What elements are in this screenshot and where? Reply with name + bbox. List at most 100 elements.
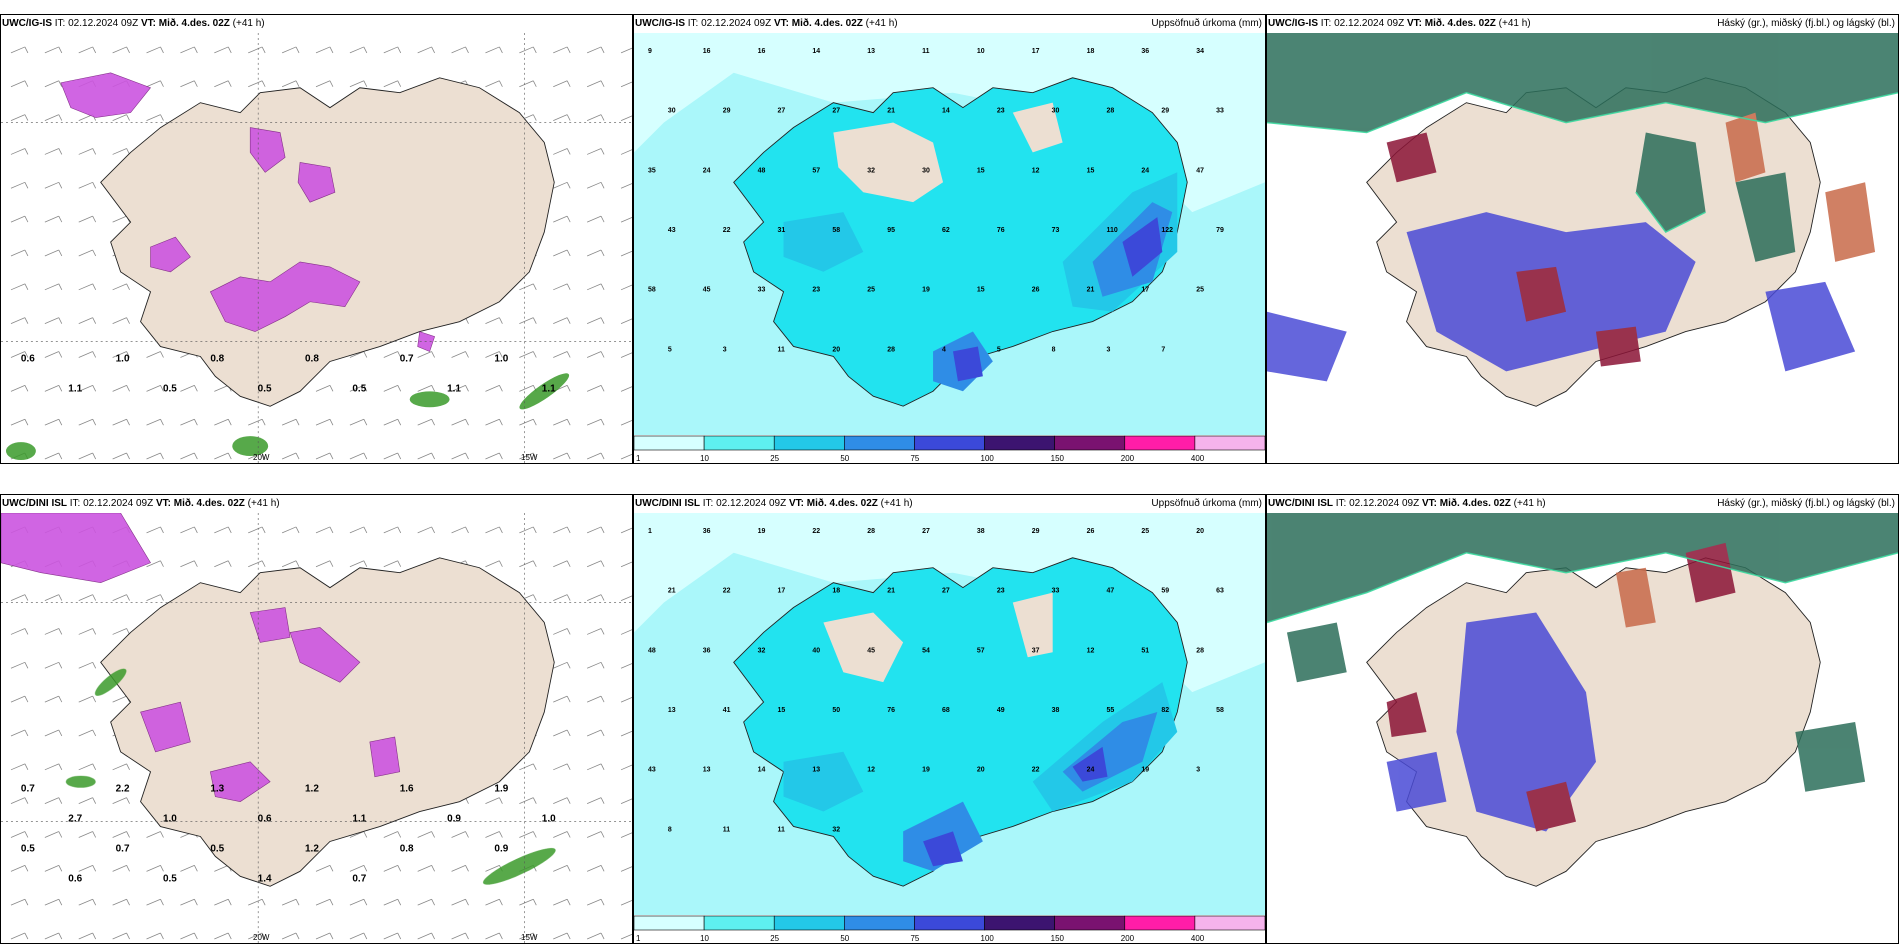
wind-barb	[586, 797, 605, 805]
gust-value-label: 0.6	[68, 873, 82, 884]
wind-barb	[417, 384, 435, 392]
gust-value-label: 0.8	[210, 353, 224, 364]
wind-barb	[10, 797, 29, 805]
wind-barb	[44, 729, 63, 737]
wind-barb	[78, 249, 97, 257]
wind-barb	[383, 932, 402, 940]
wind-barb	[519, 283, 537, 291]
wind-barb	[10, 831, 29, 838]
colorbar-tick-label: 100	[981, 454, 995, 463]
wind-barb	[620, 866, 632, 872]
colorbar-tick-label: 400	[1191, 454, 1205, 463]
wind-barb	[78, 283, 97, 291]
precip-value-label: 21	[668, 588, 676, 595]
wind-barb	[248, 80, 266, 88]
wind-barb	[78, 898, 97, 906]
wind-barb	[146, 932, 164, 940]
precip-value-label: 28	[1196, 647, 1204, 654]
precip-value-label: 12	[1032, 167, 1040, 174]
precip-value-label: 28	[867, 528, 875, 535]
wind-barb	[78, 418, 97, 426]
wind-barb	[315, 452, 334, 460]
precip-value-label: 13	[703, 767, 711, 774]
wind-barb	[485, 932, 503, 940]
cloud-map[interactable]	[1267, 33, 1898, 463]
precip-value-label: 36	[1141, 48, 1149, 55]
precip-value-label: 3	[1196, 767, 1200, 774]
wind-barb	[553, 148, 571, 155]
precip-value-label: 12	[1087, 647, 1095, 654]
precip-value-label: 95	[887, 227, 895, 234]
precip-value-label: 43	[668, 227, 676, 234]
wind-barb	[44, 452, 63, 460]
precip-colorbar: 1 10 25 50 75 100 150 200 400	[634, 435, 1265, 463]
cloud-map[interactable]	[1267, 513, 1898, 943]
wind-barb	[451, 526, 469, 534]
colorbar-tick-label: 1	[636, 934, 641, 943]
wind-map[interactable]: 0.6 1.0 0.8 0.8 0.7 1.0 1.1 0.5 0.5 0.5 1.1 1.1	[1, 33, 632, 463]
wind-barb	[180, 452, 198, 460]
colorbar-swatch	[844, 915, 915, 931]
wind-barb	[281, 46, 300, 54]
gust-value-label: 0.7	[352, 873, 366, 884]
wind-barb	[349, 560, 368, 568]
wind-barb	[620, 764, 632, 771]
wind-barb	[485, 80, 503, 88]
wind-barb	[214, 932, 232, 940]
precip-map[interactable]: 1 36 19 22 28 27 38 29 26 25 20 21 22 17 18 21 27 23 33 47 5…	[634, 513, 1265, 915]
colorbar-swatch	[914, 915, 985, 931]
precip-value-label: 45	[867, 647, 875, 654]
wind-barb	[78, 452, 97, 460]
wind-barb	[112, 864, 130, 872]
wind-barb	[451, 898, 469, 906]
precip-value-label: 15	[1087, 167, 1095, 174]
precip-value-label: 40	[812, 647, 820, 654]
wind-barb	[383, 384, 402, 392]
wind-barb	[349, 526, 368, 534]
precip-map[interactable]: 9 16 16 14 13 11 10 17 18 36 34 30 29 27 27 21 14 23 30 28 2…	[634, 33, 1265, 435]
precip-value-label: 33	[1216, 108, 1224, 115]
wind-barb	[78, 729, 97, 737]
wind-barb	[586, 46, 605, 54]
wind-barb	[112, 594, 130, 601]
wind-barb	[10, 181, 29, 189]
gust-value-label: 1.6	[400, 784, 414, 795]
wind-barb	[417, 46, 435, 54]
wind-barb	[146, 114, 164, 121]
wind-barb	[383, 351, 402, 358]
panel-header: UWC/DINI ISL IT: 02.12.2024 09Z VT: Mið.…	[634, 495, 1265, 513]
wind-barb	[485, 797, 503, 805]
wind-barb	[78, 831, 97, 838]
precip-value-label: 3	[723, 346, 727, 353]
wind-barb	[620, 561, 632, 568]
wind-barb	[10, 80, 29, 88]
colorbar-tick-label: 25	[770, 934, 779, 943]
wind-barb	[10, 418, 29, 426]
wind-barb	[451, 831, 469, 838]
colorbar-tick-label: 200	[1121, 934, 1135, 943]
wind-barb	[620, 453, 632, 460]
wind-barb	[620, 149, 632, 155]
precip-value-label: 25	[867, 287, 875, 294]
wind-barb	[10, 763, 29, 771]
wind-barb	[519, 932, 537, 940]
wind-map[interactable]: 0.7 2.2 1.3 1.2 1.6 1.9 2.7 1.0 0.6 1.1 0.9 1.0 0.5 0…	[1, 513, 632, 943]
wind-barb	[485, 351, 503, 358]
wind-barb	[349, 932, 368, 940]
colorbar-tick-label: 25	[770, 454, 779, 463]
wind-barb	[485, 898, 503, 906]
wind-barb	[315, 526, 334, 534]
iceland-landmass	[100, 77, 555, 407]
wind-barb	[620, 318, 632, 325]
wind-barb	[78, 594, 97, 601]
precip-value-label: 54	[922, 647, 930, 654]
wind-barb	[44, 797, 63, 805]
wind-barb	[78, 763, 97, 771]
colorbar-tick-label: 75	[910, 454, 919, 463]
precip-value-label: 79	[1216, 227, 1224, 234]
precip-value-label: 22	[723, 588, 731, 595]
precip-value-label: 15	[778, 707, 786, 714]
wind-barb	[586, 729, 605, 737]
wind-barb	[10, 628, 29, 635]
wind-barb	[553, 864, 571, 872]
